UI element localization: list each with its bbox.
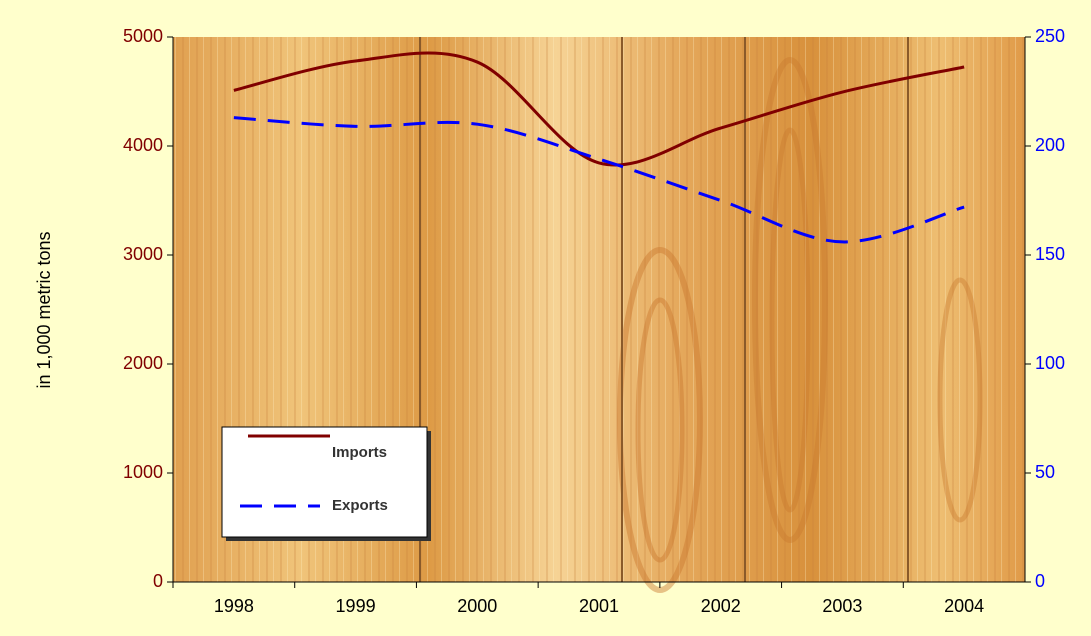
x-tick-label: 2004 (944, 596, 984, 616)
legend-label: Exports (332, 497, 388, 514)
x-tick-label: 1998 (214, 596, 254, 616)
y2-tick-label: 0 (1035, 571, 1045, 591)
x-tick-label: 2003 (822, 596, 862, 616)
y-tick-label: 5000 (123, 26, 163, 46)
y2-tick-label: 200 (1035, 135, 1065, 155)
x-tick-label: 2002 (701, 596, 741, 616)
x-tick-label: 1999 (336, 596, 376, 616)
y2-tick-label: 100 (1035, 353, 1065, 373)
y-tick-label: 0 (153, 571, 163, 591)
y-tick-label: 4000 (123, 135, 163, 155)
legend (222, 427, 431, 541)
y-tick-label: 1000 (123, 462, 163, 482)
y2-tick-label: 150 (1035, 244, 1065, 264)
legend-label: Imports (332, 444, 387, 461)
chart: in 1,000 metric tons 0100020003000400050… (0, 0, 1091, 636)
y-axis-title: in 1,000 metric tons (34, 231, 54, 388)
y2-tick-label: 250 (1035, 26, 1065, 46)
y-tick-label: 3000 (123, 244, 163, 264)
y2-tick-label: 50 (1035, 462, 1055, 482)
x-tick-label: 2001 (579, 596, 619, 616)
y-tick-label: 2000 (123, 353, 163, 373)
x-tick-label: 2000 (457, 596, 497, 616)
